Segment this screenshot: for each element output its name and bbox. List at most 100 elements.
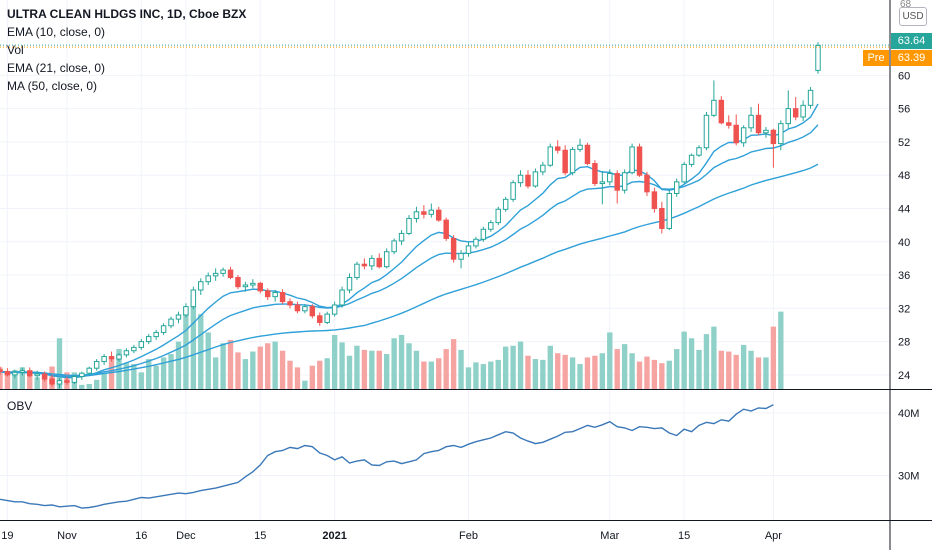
candle-body bbox=[815, 44, 821, 71]
ma50-label[interactable]: MA (50, close, 0) bbox=[7, 79, 98, 93]
candle-body bbox=[673, 181, 680, 195]
candle-body bbox=[763, 129, 769, 134]
volume-bar bbox=[227, 339, 234, 389]
volume-bar bbox=[41, 376, 48, 389]
obv-label[interactable]: OBV bbox=[7, 399, 33, 413]
candle-body bbox=[755, 114, 762, 134]
candle-body bbox=[465, 245, 472, 254]
volume-bar bbox=[12, 369, 18, 389]
volume-bar bbox=[175, 341, 182, 389]
price-tick-label: 36 bbox=[898, 270, 910, 282]
obv-line bbox=[0, 404, 774, 509]
time-tick-label: 2021 bbox=[322, 530, 346, 542]
candle-body bbox=[607, 173, 613, 183]
candle-body bbox=[279, 292, 286, 303]
candle-body bbox=[108, 356, 115, 360]
candle-body bbox=[666, 193, 673, 229]
candle-body bbox=[651, 191, 658, 209]
volume-bar bbox=[547, 345, 553, 389]
volume-bar bbox=[369, 350, 375, 389]
ma50-line bbox=[0, 163, 819, 378]
price-tick-label-top: 68 bbox=[900, 0, 912, 10]
candle-body bbox=[257, 282, 264, 292]
volume-bar bbox=[331, 334, 338, 389]
volume-bar bbox=[703, 334, 710, 389]
candle-body bbox=[696, 147, 702, 156]
pre-price: 63.39 bbox=[891, 50, 932, 66]
candle-body bbox=[86, 367, 92, 374]
candle-body bbox=[205, 275, 211, 283]
price-tick-label: 60 bbox=[898, 70, 910, 82]
candle-body bbox=[621, 172, 628, 191]
volume-bar bbox=[27, 372, 33, 389]
candle-body bbox=[190, 289, 197, 308]
volume-bar bbox=[279, 350, 286, 389]
candle-body bbox=[376, 257, 382, 268]
candle-body bbox=[302, 306, 308, 312]
currency-button[interactable]: USD bbox=[899, 7, 927, 26]
time-tick-label: Feb bbox=[459, 530, 478, 542]
price-tick-label: 56 bbox=[898, 104, 910, 116]
volume-bar bbox=[93, 379, 100, 389]
candle-body bbox=[599, 181, 606, 185]
candle-body bbox=[71, 376, 78, 383]
volume-bar bbox=[636, 361, 643, 389]
candle-body bbox=[450, 237, 457, 260]
volume-bar bbox=[34, 377, 40, 389]
volume-bar bbox=[160, 357, 167, 389]
volume-bar bbox=[480, 364, 487, 389]
obv-pane bbox=[0, 404, 774, 509]
volume-bar bbox=[681, 331, 687, 389]
candle-body bbox=[4, 371, 11, 376]
candle-body bbox=[644, 174, 650, 193]
volume-bar bbox=[577, 364, 583, 389]
volume-bar bbox=[398, 334, 405, 389]
candle-body bbox=[540, 164, 546, 173]
volume-bar bbox=[711, 326, 717, 389]
candle-body bbox=[175, 314, 182, 320]
candle-body bbox=[792, 108, 799, 118]
volume-bar bbox=[302, 380, 308, 389]
volume-bar bbox=[391, 338, 397, 389]
volume-bar bbox=[532, 359, 539, 389]
ema10-label[interactable]: EMA (10, close, 0) bbox=[7, 25, 106, 39]
candle-body bbox=[636, 146, 643, 176]
candle-body bbox=[287, 301, 293, 306]
candle-body bbox=[138, 341, 145, 348]
vol-label[interactable]: Vol bbox=[7, 43, 24, 57]
candle-body bbox=[413, 211, 420, 219]
candle-body bbox=[145, 336, 152, 343]
volume-bar bbox=[406, 343, 412, 389]
candle-body bbox=[726, 122, 732, 126]
price-tick-label: 24 bbox=[898, 370, 910, 382]
volume-bar bbox=[458, 349, 464, 389]
candle-body bbox=[436, 209, 442, 221]
candle-body bbox=[331, 304, 338, 315]
candle-body bbox=[369, 257, 375, 267]
candle-body bbox=[391, 240, 397, 253]
volume-bar bbox=[265, 343, 271, 389]
volume-bar bbox=[488, 361, 494, 389]
candle-body bbox=[592, 163, 598, 185]
candle-body bbox=[168, 318, 174, 327]
ema21-label[interactable]: EMA (21, close, 0) bbox=[7, 61, 106, 75]
volume-bar bbox=[666, 360, 672, 389]
volume-bar bbox=[674, 349, 680, 389]
volume-bar bbox=[428, 361, 434, 389]
candle-body bbox=[532, 171, 539, 187]
candle-body bbox=[517, 174, 524, 184]
symbol-title[interactable]: ULTRA CLEAN HLDGS INC, 1D, Cboe BZX bbox=[7, 7, 247, 21]
candle-body bbox=[131, 346, 137, 352]
candle-body bbox=[220, 269, 226, 274]
volume-bar bbox=[763, 357, 769, 389]
time-tick-label: 19 bbox=[1, 530, 13, 542]
volume-bar bbox=[294, 367, 301, 389]
volume-bar bbox=[56, 338, 63, 389]
volume-bar bbox=[748, 350, 754, 389]
chart-legend-top: ULTRA CLEAN HLDGS INC, 1D, Cboe BZX EMA … bbox=[7, 5, 246, 95]
volume-bar bbox=[644, 356, 650, 389]
volume-bar bbox=[108, 359, 115, 389]
volume-bar bbox=[235, 352, 241, 389]
candle-body bbox=[339, 289, 345, 306]
